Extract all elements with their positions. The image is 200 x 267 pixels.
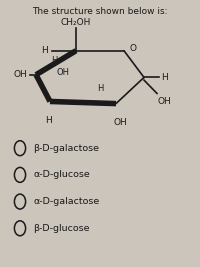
Text: OH: OH xyxy=(56,68,69,77)
Text: H: H xyxy=(45,116,51,125)
Text: α-D-glucose: α-D-glucose xyxy=(33,170,90,179)
Text: α-D-galactose: α-D-galactose xyxy=(33,197,99,206)
Text: β-D-galactose: β-D-galactose xyxy=(33,144,99,153)
Text: H: H xyxy=(161,73,168,82)
Text: The structure shown below is:: The structure shown below is: xyxy=(32,7,168,16)
Text: OH: OH xyxy=(158,97,172,107)
Text: OH: OH xyxy=(13,70,27,79)
Text: H: H xyxy=(51,56,57,65)
Text: β-D-glucose: β-D-glucose xyxy=(33,224,90,233)
Text: O: O xyxy=(129,44,136,53)
Text: CH₂OH: CH₂OH xyxy=(61,18,91,27)
Text: H: H xyxy=(41,46,48,55)
Text: OH: OH xyxy=(113,118,127,127)
Text: H: H xyxy=(97,84,103,93)
